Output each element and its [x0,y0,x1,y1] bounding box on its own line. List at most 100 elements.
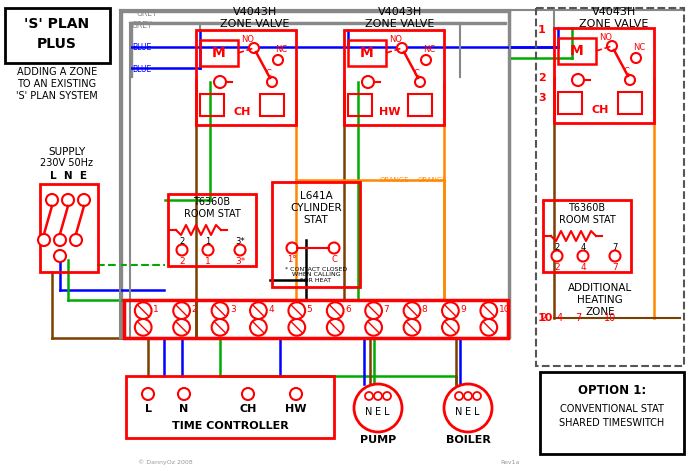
Text: 1: 1 [205,256,211,265]
Bar [120,10,122,338]
Text: 4: 4 [580,242,586,251]
Circle shape [374,392,382,400]
Text: L: L [474,407,480,417]
Bar [124,300,508,338]
Circle shape [444,384,492,432]
Circle shape [235,244,246,256]
Circle shape [78,194,90,206]
Text: ORANGE: ORANGE [418,177,448,183]
Bar [272,182,360,287]
Circle shape [442,319,459,336]
Text: 1: 1 [153,305,159,314]
Text: 3: 3 [230,305,235,314]
Circle shape [288,319,305,336]
Text: 7: 7 [575,313,581,323]
Text: 2: 2 [179,256,185,265]
Text: TIME CONTROLLER: TIME CONTROLLER [172,421,288,431]
Circle shape [62,194,74,206]
Text: 'S' PLAN SYSTEM: 'S' PLAN SYSTEM [16,91,98,101]
Text: 8: 8 [422,305,428,314]
Text: M: M [212,46,226,60]
Text: 4: 4 [268,305,274,314]
Bar [168,194,256,266]
Text: N: N [455,407,463,417]
Bar [130,22,506,24]
Text: 9: 9 [460,305,466,314]
Circle shape [607,41,617,51]
Circle shape [178,388,190,400]
Text: T6360B
ROOM STAT: T6360B ROOM STAT [559,203,615,225]
Bar [5,8,110,63]
Circle shape [286,242,297,254]
Text: 2: 2 [540,313,546,323]
Circle shape [551,250,562,262]
Text: ADDING A ZONE: ADDING A ZONE [17,67,97,77]
Bar [543,200,631,272]
Bar [120,10,510,12]
Text: SHARED TIMESWITCH: SHARED TIMESWITCH [560,418,664,428]
Bar [348,94,372,116]
Text: CONVENTIONAL STAT: CONVENTIONAL STAT [560,404,664,414]
Text: T6360B
ROOM STAT: T6360B ROOM STAT [184,197,240,219]
Circle shape [173,319,190,336]
Bar [40,184,98,272]
Bar [618,92,642,114]
Text: V4043H
ZONE VALVE: V4043H ZONE VALVE [580,7,649,29]
Circle shape [202,244,213,256]
Text: V4043H
ZONE VALVE: V4043H ZONE VALVE [220,7,290,29]
Text: 10: 10 [604,313,616,323]
Text: 2: 2 [179,236,185,246]
Circle shape [327,319,344,336]
Circle shape [625,75,635,85]
Text: L641A
CYLINDER
STAT: L641A CYLINDER STAT [290,191,342,225]
Text: 10: 10 [538,313,553,323]
Circle shape [46,194,58,206]
Circle shape [135,319,152,336]
Circle shape [404,319,420,336]
Circle shape [212,302,228,319]
Text: 6: 6 [345,305,351,314]
Text: 3: 3 [538,93,546,103]
Text: ORANGE: ORANGE [380,177,410,183]
Text: SUPPLY: SUPPLY [48,147,86,157]
Circle shape [267,77,277,87]
Bar [558,92,582,114]
Circle shape [273,55,283,65]
Text: N: N [365,407,373,417]
Circle shape [421,55,431,65]
Circle shape [212,319,228,336]
Text: NC: NC [633,44,645,52]
Circle shape [415,77,425,87]
Circle shape [480,319,497,336]
Bar [408,94,432,116]
Circle shape [442,302,459,319]
Bar [130,22,132,77]
Text: E: E [375,407,381,417]
Text: 1: 1 [538,25,546,35]
Text: ADDITIONAL
HEATING
ZONE: ADDITIONAL HEATING ZONE [568,284,632,316]
Text: BLUE: BLUE [132,66,151,74]
Text: 10: 10 [499,305,510,314]
Bar [260,94,284,116]
Bar [344,30,444,125]
Bar [558,38,596,64]
Circle shape [54,250,66,262]
Text: C: C [413,70,419,79]
Text: 5: 5 [306,305,313,314]
Text: BLUE: BLUE [132,44,151,52]
Text: © DannyOz 2008: © DannyOz 2008 [138,459,193,465]
Text: 7: 7 [612,263,618,271]
Circle shape [464,392,472,400]
Text: 1°: 1° [287,255,297,263]
Circle shape [177,244,188,256]
Circle shape [54,234,66,246]
Bar [554,28,654,123]
Text: NC: NC [423,45,435,54]
Text: PUMP: PUMP [360,435,396,445]
Text: CH: CH [233,107,250,117]
Circle shape [242,388,254,400]
Text: C: C [623,67,629,76]
Text: HW: HW [380,107,401,117]
Circle shape [397,43,407,53]
Text: BOILER: BOILER [446,435,491,445]
